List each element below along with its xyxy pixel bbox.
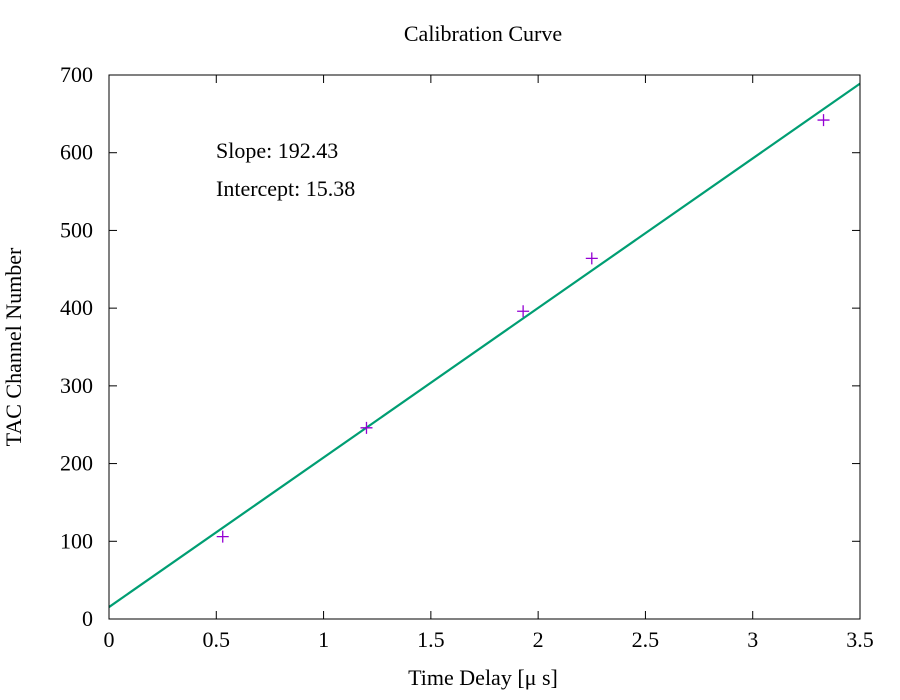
data-point	[517, 305, 530, 318]
x-tick-label: 1	[318, 627, 329, 652]
y-axis-label: TAC Channel Number	[1, 247, 26, 446]
ticks: 0 0.5 1 1.5 2 2.5 3 3.5 0 100 200 300 400 500 600 700	[60, 62, 874, 652]
data-point	[585, 252, 598, 265]
y-tick-label: 500	[60, 217, 93, 242]
plot-frame	[108, 74, 861, 620]
intercept-annotation: Intercept: 15.38	[216, 176, 355, 201]
x-tick-label: 2	[533, 627, 544, 652]
y-tick-label: 400	[60, 295, 93, 320]
x-axis-label: Time Delay [μ s]	[408, 665, 558, 690]
data-point	[360, 421, 373, 434]
y-tick-label: 300	[60, 373, 93, 398]
x-tick-label: 2.5	[632, 627, 660, 652]
x-tick-label: 0	[104, 627, 115, 652]
fit-line	[108, 82, 861, 608]
data-point	[817, 114, 830, 127]
x-tick-label: 3	[747, 627, 758, 652]
slope-annotation: Slope: 192.43	[216, 138, 338, 163]
chart-title: Calibration Curve	[404, 21, 562, 46]
x-tick-label: 3.5	[846, 627, 874, 652]
x-tick-label: 0.5	[203, 627, 231, 652]
data-point	[216, 530, 229, 543]
y-tick-label: 700	[60, 62, 93, 87]
y-tick-label: 100	[60, 528, 93, 553]
y-tick-label: 0	[82, 606, 93, 631]
y-tick-label: 200	[60, 451, 93, 476]
y-tick-label: 600	[60, 140, 93, 165]
data-points	[216, 114, 830, 543]
x-tick-label: 1.5	[417, 627, 445, 652]
